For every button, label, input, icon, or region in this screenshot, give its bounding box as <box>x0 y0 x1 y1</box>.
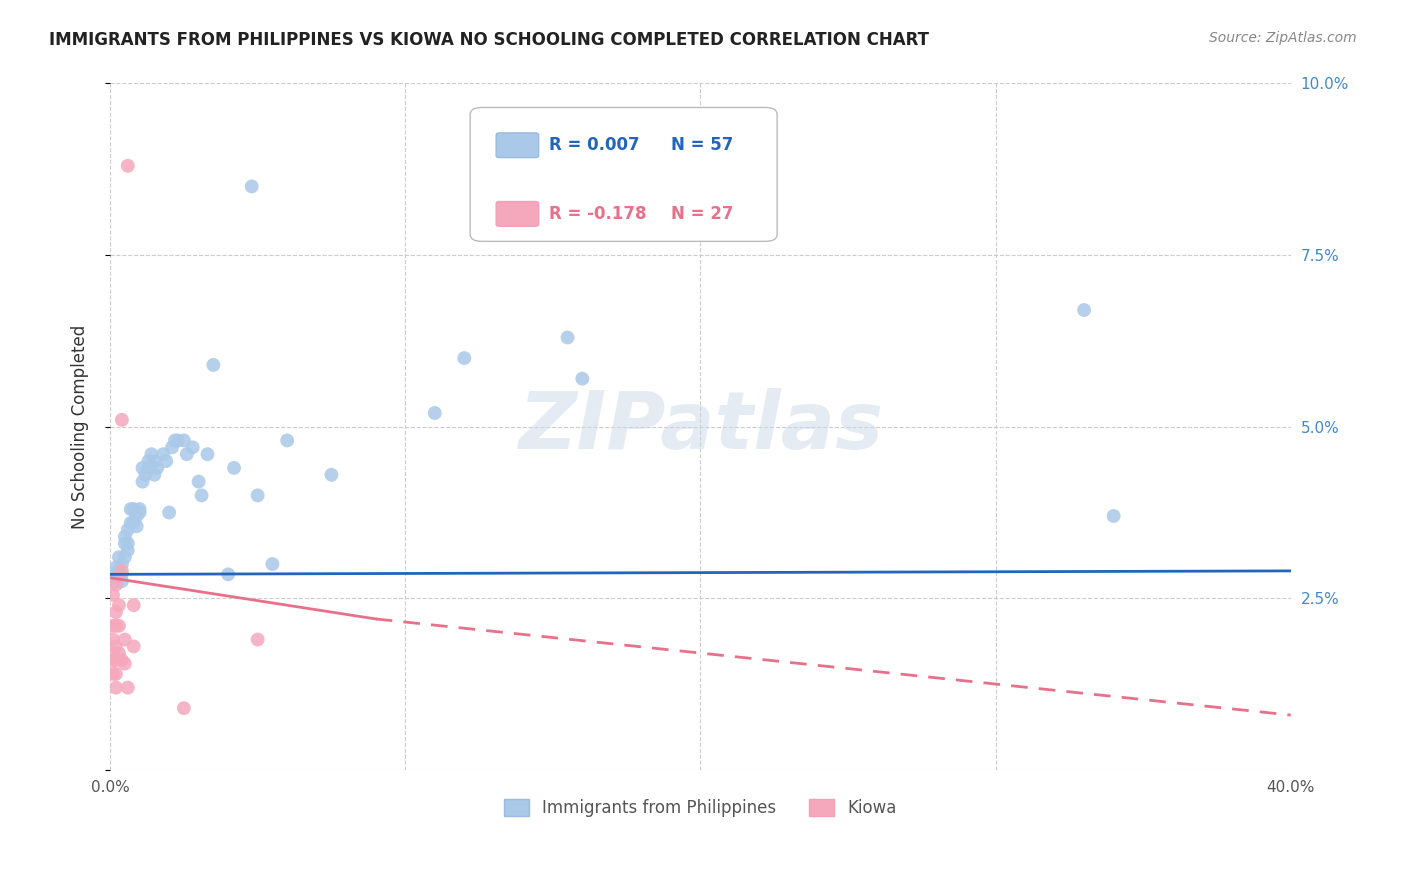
Point <box>131 475 153 489</box>
Point <box>134 467 156 482</box>
Point <box>197 447 219 461</box>
Point <box>104 605 127 619</box>
Point <box>101 619 124 633</box>
FancyBboxPatch shape <box>496 133 538 158</box>
Point <box>111 557 134 571</box>
Point <box>176 447 198 461</box>
Text: R = 0.007: R = 0.007 <box>550 136 640 154</box>
Text: Source: ZipAtlas.com: Source: ZipAtlas.com <box>1209 31 1357 45</box>
Text: ZIPatlas: ZIPatlas <box>517 388 883 466</box>
Point <box>222 461 245 475</box>
Point <box>146 461 169 475</box>
Point <box>104 619 127 633</box>
Point <box>122 502 145 516</box>
Point <box>202 358 225 372</box>
Point <box>138 461 160 475</box>
Text: N = 27: N = 27 <box>671 205 734 223</box>
Point <box>108 564 131 578</box>
Point <box>122 516 145 530</box>
Point <box>240 179 263 194</box>
Point <box>111 653 134 667</box>
Point <box>557 330 579 344</box>
Point <box>104 574 127 589</box>
Y-axis label: No Schooling Completed: No Schooling Completed <box>72 325 89 529</box>
Point <box>111 574 134 589</box>
Point <box>131 461 153 475</box>
Point <box>155 454 177 468</box>
Point <box>125 508 148 523</box>
Point <box>128 502 150 516</box>
Point <box>104 560 127 574</box>
Point <box>114 530 136 544</box>
Point <box>1102 508 1125 523</box>
Point <box>152 447 174 461</box>
Point <box>167 434 190 448</box>
Text: IMMIGRANTS FROM PHILIPPINES VS KIOWA NO SCHOOLING COMPLETED CORRELATION CHART: IMMIGRANTS FROM PHILIPPINES VS KIOWA NO … <box>49 31 929 49</box>
Point <box>157 506 180 520</box>
Point <box>108 646 131 660</box>
Point <box>217 567 239 582</box>
Point <box>101 632 124 647</box>
Point <box>138 454 160 468</box>
Point <box>246 488 269 502</box>
Point <box>101 588 124 602</box>
Point <box>101 666 124 681</box>
Point <box>181 440 204 454</box>
Point <box>423 406 446 420</box>
Point <box>173 434 195 448</box>
Point <box>104 653 127 667</box>
Point <box>104 681 127 695</box>
Point <box>453 351 475 365</box>
Point <box>104 640 127 654</box>
Point <box>108 550 131 565</box>
Point <box>122 599 145 613</box>
Point <box>120 502 142 516</box>
FancyBboxPatch shape <box>470 107 778 242</box>
Point <box>117 681 139 695</box>
Text: R = -0.178: R = -0.178 <box>550 205 647 223</box>
Point <box>246 632 269 647</box>
Point <box>104 577 127 591</box>
Point <box>163 434 186 448</box>
Point <box>173 701 195 715</box>
Point <box>276 434 298 448</box>
Point <box>571 372 593 386</box>
Point <box>114 536 136 550</box>
Text: N = 57: N = 57 <box>671 136 734 154</box>
Point <box>187 475 209 489</box>
Point <box>160 440 183 454</box>
Legend: Immigrants from Philippines, Kiowa: Immigrants from Philippines, Kiowa <box>496 792 904 823</box>
Point <box>114 657 136 671</box>
Point <box>117 536 139 550</box>
Point <box>125 519 148 533</box>
Point <box>117 523 139 537</box>
Point <box>190 488 212 502</box>
Point <box>111 413 134 427</box>
Point <box>101 567 124 582</box>
Point <box>262 557 284 571</box>
Point <box>111 564 134 578</box>
Point <box>117 159 139 173</box>
Point <box>128 506 150 520</box>
Point <box>143 467 166 482</box>
Point <box>114 550 136 565</box>
Point <box>114 632 136 647</box>
Point <box>321 467 343 482</box>
Point <box>101 653 124 667</box>
Point <box>111 567 134 582</box>
Point <box>141 447 163 461</box>
Point <box>120 516 142 530</box>
Point <box>143 454 166 468</box>
Point <box>104 666 127 681</box>
Point <box>122 640 145 654</box>
Point <box>1073 303 1095 318</box>
Point <box>117 543 139 558</box>
Point <box>108 599 131 613</box>
FancyBboxPatch shape <box>496 202 538 227</box>
Point <box>108 619 131 633</box>
Point <box>101 646 124 660</box>
